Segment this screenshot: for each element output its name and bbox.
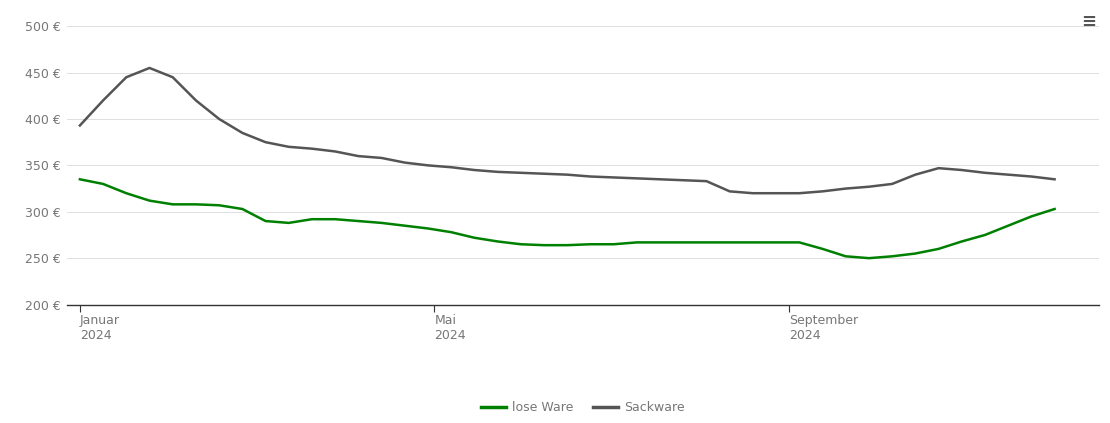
Legend: lose Ware, Sackware: lose Ware, Sackware <box>476 396 689 419</box>
Text: ≡: ≡ <box>1081 13 1097 31</box>
